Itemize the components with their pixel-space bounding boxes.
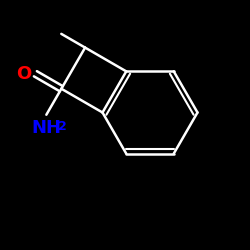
Text: O: O	[16, 65, 32, 83]
Text: NH: NH	[31, 119, 61, 137]
Text: 2: 2	[58, 120, 67, 133]
